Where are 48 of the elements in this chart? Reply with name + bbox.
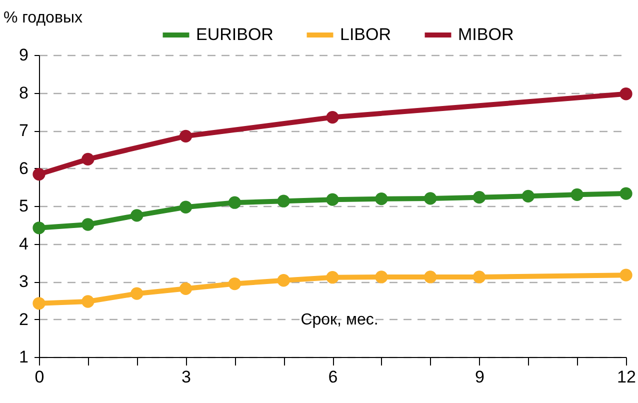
- point: [326, 193, 339, 206]
- x-axis-title: Срок, мес.: [300, 312, 378, 328]
- point: [82, 218, 94, 231]
- point: [375, 270, 388, 284]
- point: [620, 268, 632, 282]
- point: [570, 188, 584, 201]
- y-tick-label: 8: [19, 83, 28, 102]
- legend-label: LIBOR: [340, 25, 392, 44]
- y-axis-title: % годовых: [4, 10, 82, 26]
- point: [130, 209, 144, 222]
- point: [32, 168, 46, 181]
- point: [472, 191, 486, 204]
- point: [228, 277, 241, 290]
- x-tick-label: 3: [182, 368, 191, 386]
- point: [620, 88, 632, 100]
- point: [472, 270, 486, 284]
- x-tick-label: 0: [34, 368, 44, 386]
- point: [620, 187, 632, 200]
- legend-label: EURIBOR: [196, 25, 274, 44]
- x-tick-label: 9: [475, 368, 484, 386]
- y-tick-label: 5: [19, 196, 28, 216]
- y-tick-label: 4: [19, 234, 28, 254]
- y-tick-label: 9: [19, 46, 28, 64]
- point: [228, 196, 241, 209]
- x-tick-label: 6: [328, 368, 338, 386]
- point: [424, 192, 437, 205]
- point: [32, 222, 46, 234]
- point: [424, 270, 437, 284]
- point: [277, 274, 290, 287]
- point: [326, 271, 339, 284]
- y-tick-label: 3: [19, 272, 28, 291]
- point: [522, 190, 534, 202]
- y-tick-label: 7: [19, 121, 28, 140]
- point: [179, 282, 192, 295]
- x-tick-label: 12: [617, 368, 636, 386]
- y-tick-label: 1: [19, 348, 28, 366]
- point: [130, 287, 144, 300]
- y-tick-label: 6: [19, 158, 28, 178]
- point: [82, 295, 94, 308]
- point: [82, 152, 94, 166]
- legend-label: MIBOR: [458, 25, 514, 44]
- point: [326, 110, 339, 124]
- point: [179, 200, 192, 214]
- point: [375, 192, 388, 206]
- point: [32, 297, 46, 310]
- point: [277, 194, 290, 208]
- y-tick-label: 2: [19, 310, 28, 329]
- point: [179, 130, 192, 142]
